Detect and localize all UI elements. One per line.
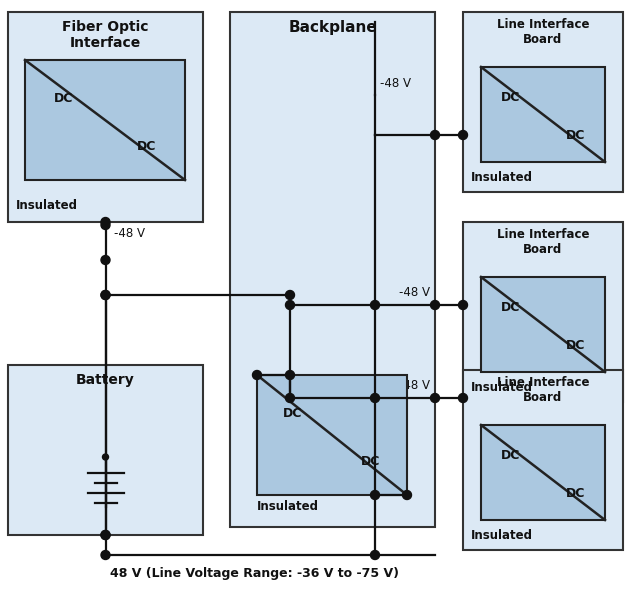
Circle shape bbox=[101, 217, 110, 226]
Bar bbox=[463, 12, 623, 192]
Bar bbox=[257, 375, 407, 495]
Circle shape bbox=[459, 130, 467, 139]
Text: DC: DC bbox=[501, 91, 520, 104]
Circle shape bbox=[286, 394, 294, 403]
Circle shape bbox=[101, 256, 110, 265]
Text: DC: DC bbox=[565, 129, 585, 142]
Bar bbox=[463, 222, 623, 402]
Circle shape bbox=[459, 301, 467, 310]
Text: Line Interface
Board: Line Interface Board bbox=[497, 228, 589, 256]
Text: DC: DC bbox=[501, 301, 520, 314]
Text: Line Interface
Board: Line Interface Board bbox=[497, 18, 589, 46]
Text: Insulated: Insulated bbox=[471, 381, 533, 394]
Text: Insulated: Insulated bbox=[471, 529, 533, 542]
Bar bbox=[8, 12, 203, 222]
Text: DC: DC bbox=[53, 92, 73, 105]
Circle shape bbox=[430, 301, 440, 310]
Text: Fiber Optic
Interface: Fiber Optic Interface bbox=[62, 20, 148, 50]
Circle shape bbox=[459, 394, 467, 403]
Bar bbox=[481, 277, 605, 372]
Bar bbox=[481, 67, 605, 162]
Circle shape bbox=[286, 370, 294, 379]
Circle shape bbox=[403, 491, 411, 499]
Text: -48 V: -48 V bbox=[113, 227, 145, 240]
Circle shape bbox=[252, 370, 262, 379]
Circle shape bbox=[286, 301, 294, 310]
Circle shape bbox=[286, 290, 294, 299]
Bar bbox=[481, 425, 605, 520]
Circle shape bbox=[101, 290, 110, 299]
Text: -48 V: -48 V bbox=[380, 77, 411, 90]
Text: DC: DC bbox=[501, 449, 520, 462]
Bar bbox=[8, 365, 203, 535]
Bar bbox=[463, 370, 623, 550]
Text: DC: DC bbox=[565, 487, 585, 500]
Text: Battery: Battery bbox=[76, 373, 135, 387]
Circle shape bbox=[103, 454, 108, 460]
Circle shape bbox=[101, 220, 110, 229]
Circle shape bbox=[101, 530, 110, 539]
Text: Insulated: Insulated bbox=[16, 199, 78, 212]
Text: DC: DC bbox=[137, 140, 156, 153]
Text: DC: DC bbox=[565, 339, 585, 352]
Text: 48 V (Line Voltage Range: -36 V to -75 V): 48 V (Line Voltage Range: -36 V to -75 V… bbox=[111, 567, 399, 580]
Text: Line Interface
Board: Line Interface Board bbox=[497, 376, 589, 404]
Circle shape bbox=[101, 551, 110, 559]
Circle shape bbox=[370, 551, 379, 559]
Circle shape bbox=[430, 394, 440, 403]
Circle shape bbox=[370, 301, 379, 310]
Circle shape bbox=[101, 290, 110, 299]
Text: Insulated: Insulated bbox=[257, 500, 319, 513]
Circle shape bbox=[430, 130, 440, 139]
Bar bbox=[25, 60, 185, 180]
Text: Backplane: Backplane bbox=[288, 20, 377, 35]
Text: Insulated: Insulated bbox=[471, 171, 533, 184]
Text: -48 V: -48 V bbox=[399, 286, 430, 299]
Circle shape bbox=[101, 530, 110, 539]
Text: DC: DC bbox=[361, 455, 381, 468]
Circle shape bbox=[370, 394, 379, 403]
Text: DC: DC bbox=[283, 407, 303, 420]
Bar bbox=[230, 12, 435, 527]
Text: -48 V: -48 V bbox=[399, 379, 430, 392]
Circle shape bbox=[370, 491, 379, 499]
